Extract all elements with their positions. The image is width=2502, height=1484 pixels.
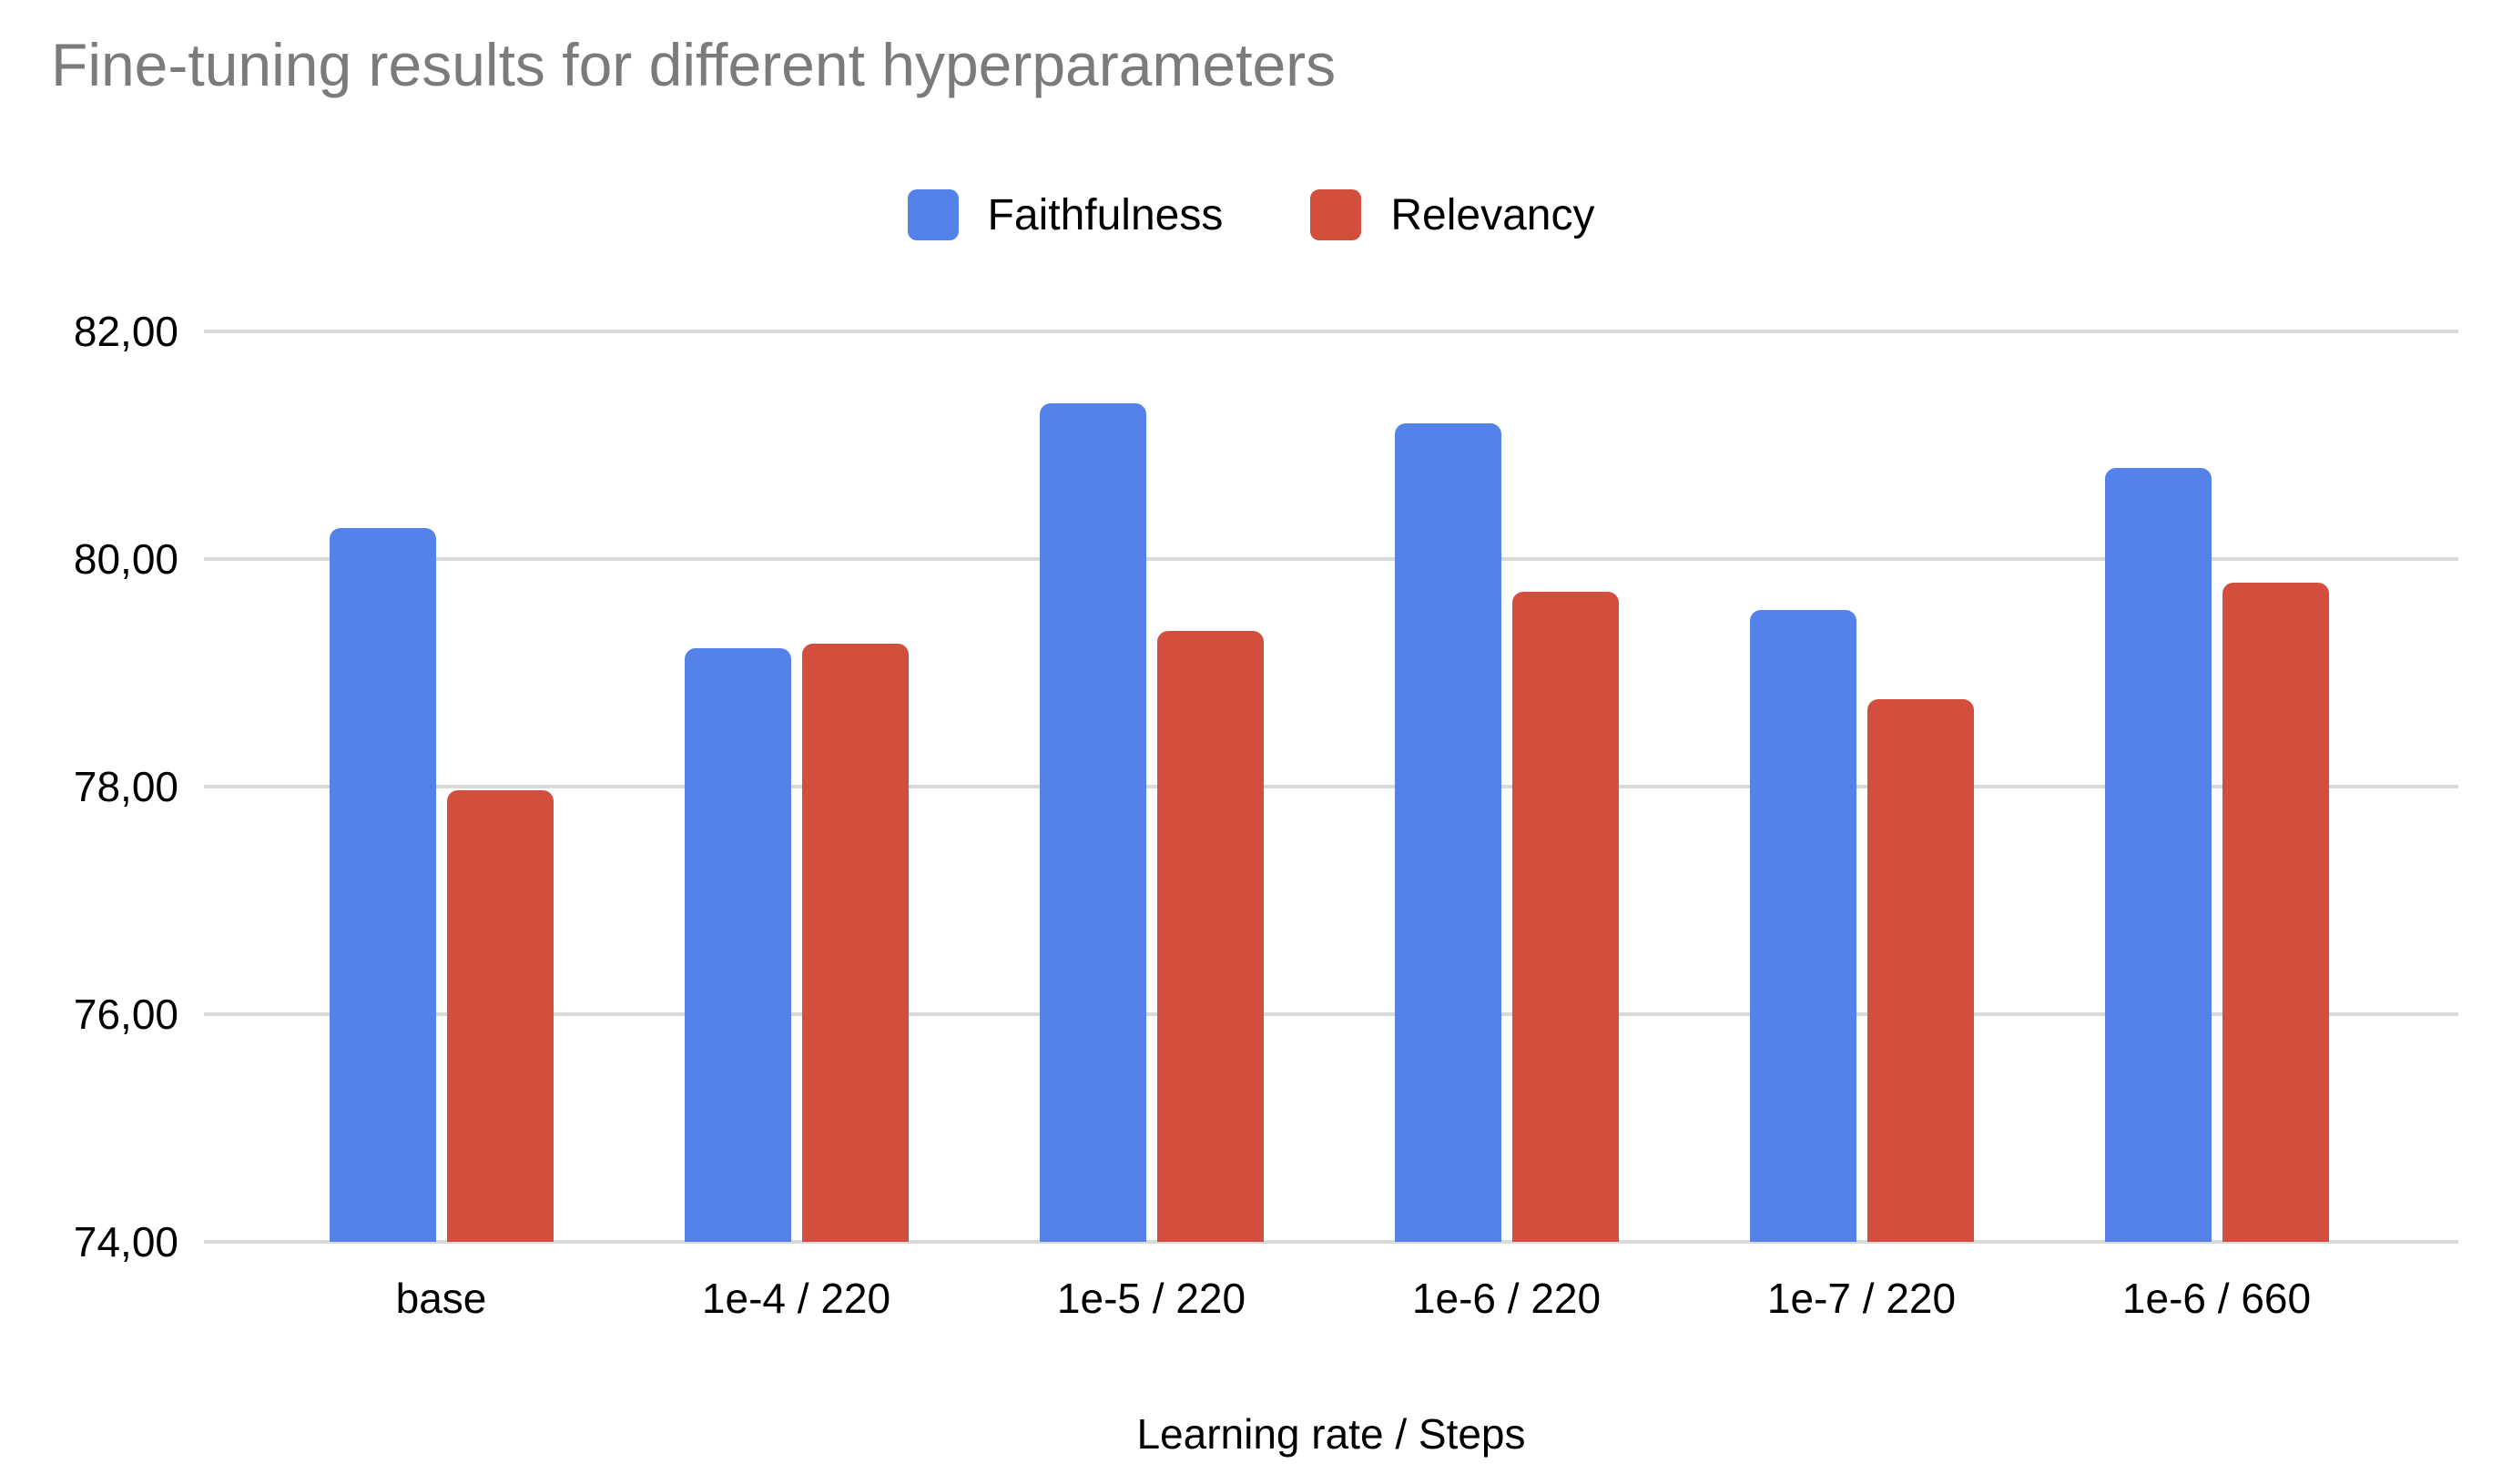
legend: Faithfulness Relevancy	[0, 182, 2502, 248]
gridline-80	[204, 557, 2458, 561]
bar-relevancy-base	[446, 789, 554, 1242]
gridline-82	[204, 330, 2458, 333]
legend-item-faithfulness: Faithfulness	[907, 189, 1224, 240]
gridline-78	[204, 785, 2458, 788]
gridline-76	[204, 1012, 2458, 1016]
bar-relevancy-1e-6-220	[1511, 592, 1619, 1242]
bar-faithfulness-1e-5-220	[1039, 402, 1146, 1242]
bar-faithfulness-1e-4-220	[684, 647, 791, 1242]
gridline-74	[204, 1240, 2458, 1244]
bar-relevancy-1e-6-660	[2222, 583, 2329, 1242]
category-label-1e-5-220: 1e-5 / 220	[1056, 1275, 1246, 1322]
legend-swatch-relevancy-icon	[1310, 189, 1362, 240]
bar-relevancy-1e-7-220	[1866, 698, 1974, 1242]
category-label-1e-7-220: 1e-7 / 220	[1766, 1275, 1957, 1322]
category-label-1e-6-660: 1e-6 / 660	[2121, 1275, 2312, 1322]
bar-faithfulness-1e-6-220	[1394, 423, 1501, 1242]
y-tick-label-82: 82,00	[73, 308, 178, 355]
bar-relevancy-1e-4-220	[801, 643, 909, 1242]
category-label-base: base	[395, 1275, 487, 1322]
y-tick-label-76: 76,00	[73, 991, 178, 1038]
bar-relevancy-1e-5-220	[1156, 630, 1264, 1242]
legend-swatch-faithfulness-icon	[907, 189, 959, 240]
x-axis-title: Learning rate / Steps	[1136, 1410, 1526, 1458]
y-tick-label-80: 80,00	[73, 535, 178, 583]
chart-title: Fine-tuning results for different hyperp…	[51, 31, 1337, 98]
y-tick-label-78: 78,00	[73, 763, 178, 810]
category-label-1e-6-220: 1e-6 / 220	[1411, 1275, 1602, 1322]
category-label-1e-4-220: 1e-4 / 220	[701, 1275, 891, 1322]
legend-label-faithfulness: Faithfulness	[987, 190, 1224, 239]
legend-item-relevancy: Relevancy	[1310, 189, 1594, 240]
bar-faithfulness-base	[329, 528, 436, 1242]
bar-faithfulness-1e-6-660	[2104, 468, 2212, 1242]
y-tick-label-74: 74,00	[73, 1218, 178, 1265]
legend-label-relevancy: Relevancy	[1390, 190, 1595, 239]
bar-faithfulness-1e-7-220	[1749, 610, 1856, 1242]
